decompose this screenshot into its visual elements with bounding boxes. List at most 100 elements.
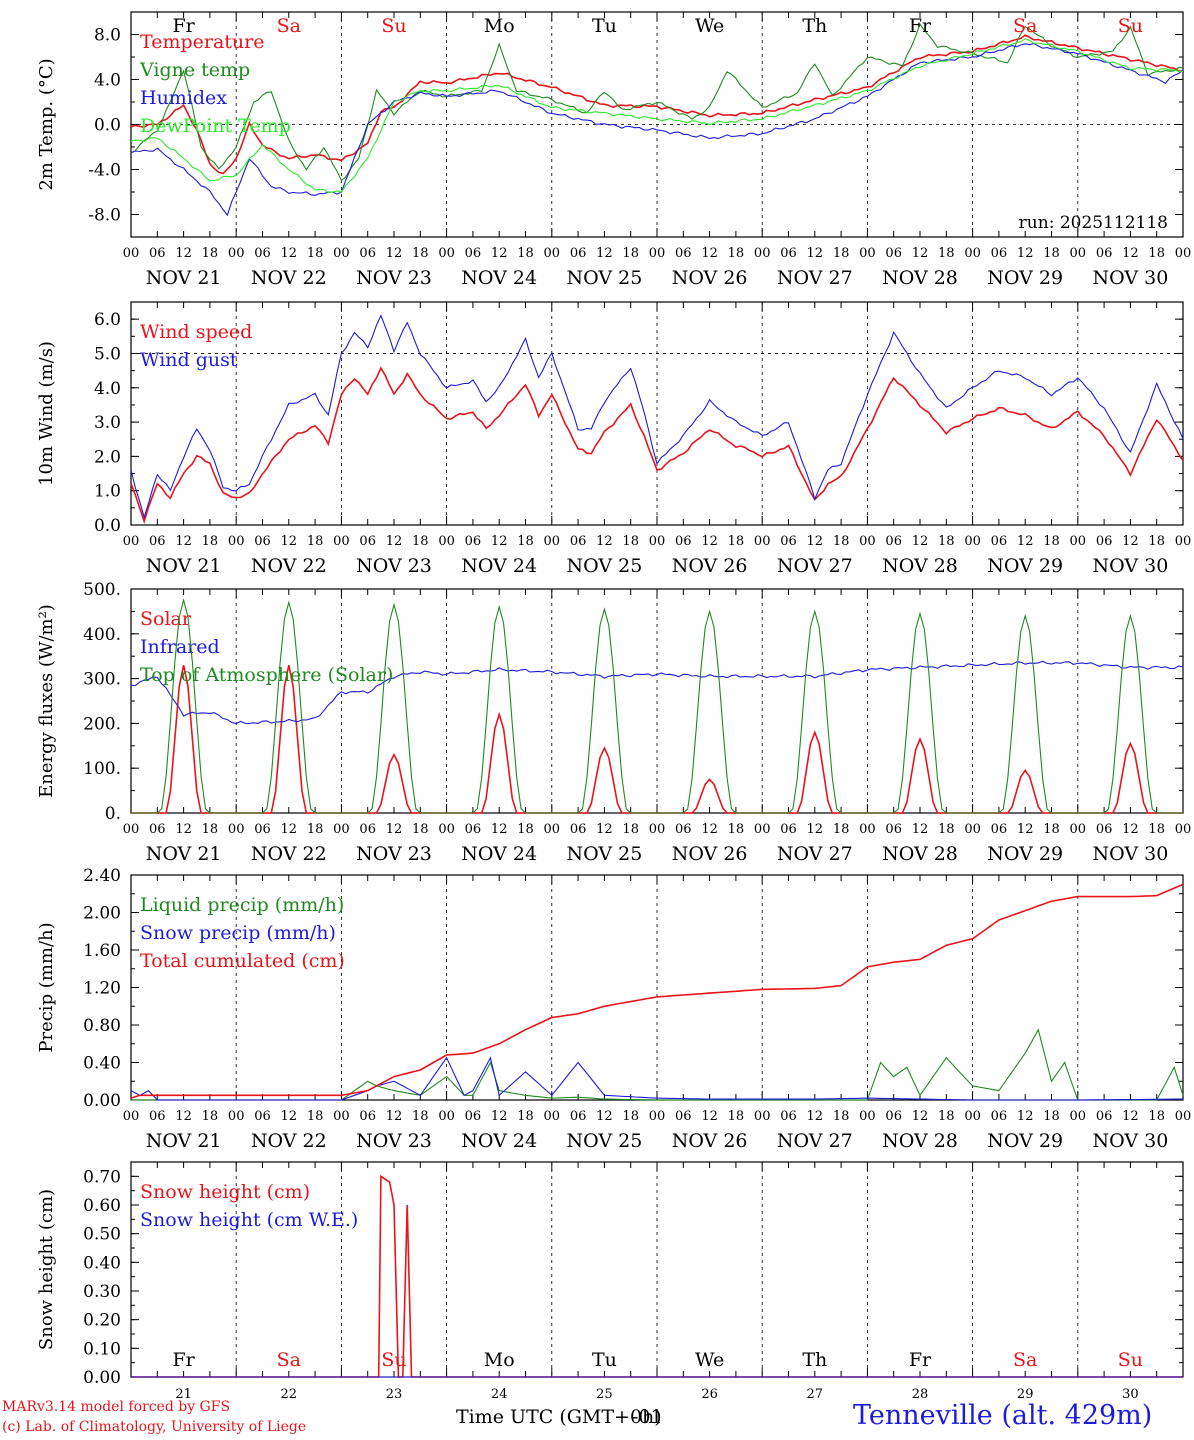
date-label: NOV 26 [672,267,748,289]
legend-dewpoint-temp: DewPoint Temp [140,115,291,137]
hour-tick-label: 00 [438,822,455,837]
day-abbr: Sa [277,1349,301,1371]
hour-tick-label: 06 [1096,534,1113,549]
y-tick-label: 0.50 [83,1225,121,1245]
hour-tick-label: 18 [728,1109,745,1124]
date-label: NOV 28 [882,843,958,865]
hour-tick-label: 00 [333,1109,350,1124]
legend-total-cumulated-cm-: Total cumulated (cm) [140,950,345,972]
hour-tick-label: 12 [1122,534,1139,549]
hour-tick-label: 12 [1017,246,1034,261]
hour-tick-label: 12 [807,1109,824,1124]
y-tick-label: -4.0 [88,161,121,181]
y-tick-label: -8.0 [88,206,121,226]
date-label: NOV 21 [146,267,222,289]
hour-tick-label: 00 [1070,1109,1087,1124]
hour-tick-label: 18 [622,822,639,837]
hour-tick-label: 12 [1017,1109,1034,1124]
hour-tick-label: 00 [964,1109,981,1124]
legend-snow-precip-mm-h-: Snow precip (mm/h) [140,922,336,944]
y-tick-label: 8.0 [94,26,121,46]
hour-tick-label: 18 [1148,822,1165,837]
hour-tick-label: 12 [386,822,403,837]
y-tick-label: 0.70 [83,1167,121,1187]
day-abbr: Tu [592,15,617,37]
x-axis-title-overlap: -01 [632,1406,663,1428]
legend-snow-height-cm-: Snow height (cm) [140,1181,310,1203]
y-axis-label: Snow height (cm) [36,1189,57,1350]
hour-tick-label: 00 [333,534,350,549]
hour-tick-label: 06 [570,534,587,549]
hour-tick-label: 00 [1175,1109,1192,1124]
hour-tick-label: 12 [175,534,192,549]
day-number: 22 [281,1387,298,1402]
hour-tick-label: 06 [675,1109,692,1124]
hour-tick-label: 18 [833,246,850,261]
panel-2: 0.0 1.0 2.0 3.0 4.0 5.0 6.0 10m Wind (m/s) 00 06 1… [36,302,1191,577]
hour-tick-label: 00 [123,822,140,837]
hour-tick-label: 12 [1122,1109,1139,1124]
y-tick-label: 1.0 [94,482,121,502]
y-tick-label: 3.0 [94,413,121,433]
run-label: run: 2025112118 [1019,213,1168,233]
hour-tick-label: 00 [544,822,561,837]
y-tick-label: 100. [83,759,121,779]
hour-tick-label: 06 [780,822,797,837]
y-tick-label: 0.20 [83,1311,121,1331]
hour-tick-label: 18 [728,822,745,837]
date-label: NOV 21 [146,843,222,865]
date-label: NOV 30 [1092,1130,1168,1152]
hour-tick-label: 06 [570,1109,587,1124]
y-tick-label: 1.20 [83,979,121,999]
hour-tick-label: 06 [359,1109,376,1124]
day-number: 27 [807,1387,824,1402]
date-label: NOV 25 [566,267,642,289]
day-abbr: Fr [172,1349,195,1371]
date-label: NOV 27 [777,843,853,865]
hour-tick-label: 06 [991,246,1008,261]
day-abbr: Sa [277,15,301,37]
date-label: NOV 23 [356,843,432,865]
y-tick-label: 0.40 [83,1054,121,1074]
y-tick-label: 2.0 [94,447,121,467]
y-axis-label: Precip (mm/h) [36,922,57,1052]
date-label: NOV 24 [461,555,537,577]
day-abbr: Th [802,1349,827,1371]
hour-tick-label: 12 [281,822,298,837]
hour-tick-label: 18 [728,246,745,261]
hour-tick-label: 12 [491,1109,508,1124]
date-label: NOV 28 [882,555,958,577]
hour-tick-label: 12 [701,822,718,837]
legend-wind-speed: Wind speed [140,321,252,343]
hour-tick-label: 00 [649,822,666,837]
hour-tick-label: 06 [675,246,692,261]
y-axis-label: 10m Wind (m/s) [36,341,57,486]
hour-tick-label: 12 [281,246,298,261]
hour-tick-label: 12 [491,246,508,261]
panel-3: 0. 100. 200. 300. 400. 500. Energy fluxes (W/m… [36,580,1191,865]
day-abbr: We [695,1349,724,1371]
hour-tick-label: 18 [307,1109,324,1124]
hour-tick-label: 12 [1017,822,1034,837]
hour-tick-label: 18 [938,822,955,837]
hour-tick-label: 06 [675,534,692,549]
hour-tick-label: 00 [649,246,666,261]
date-label: NOV 30 [1092,843,1168,865]
hour-tick-label: 00 [544,1109,561,1124]
date-label: NOV 25 [566,555,642,577]
date-label: NOV 24 [461,1130,537,1152]
hour-tick-label: 06 [149,246,166,261]
hour-tick-label: 12 [912,246,929,261]
hour-tick-label: 00 [859,822,876,837]
station-name: Tenneville (alt. 429m) [853,1400,1152,1431]
hour-tick-label: 12 [1017,534,1034,549]
y-tick-label: 300. [83,670,121,690]
hour-tick-label: 12 [701,534,718,549]
hour-tick-label: 12 [491,534,508,549]
day-abbr: Fr [909,1349,932,1371]
y-tick-label: 2.00 [83,904,121,924]
y-tick-label: 1.60 [83,941,121,961]
y-axis-label: 2m Temp. (°C) [36,58,57,190]
date-label: NOV 22 [251,267,327,289]
y-tick-label: 4.0 [94,71,121,91]
